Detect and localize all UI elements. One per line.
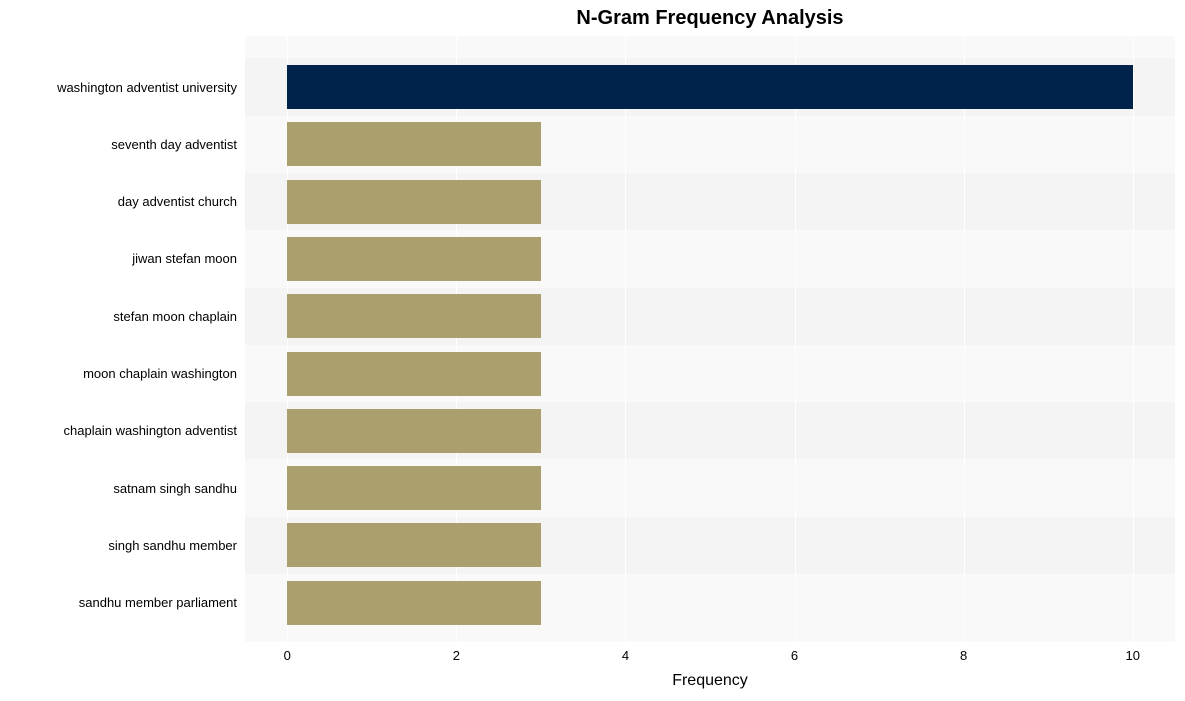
bar bbox=[287, 466, 541, 510]
bar bbox=[287, 523, 541, 567]
y-tick-label: washington adventist university bbox=[2, 80, 237, 95]
chart-title: N-Gram Frequency Analysis bbox=[245, 7, 1175, 30]
x-tick-label: 2 bbox=[453, 648, 460, 663]
gridline bbox=[795, 36, 796, 642]
y-tick-label: chaplain washington adventist bbox=[2, 423, 237, 438]
bar bbox=[287, 180, 541, 224]
x-tick-label: 4 bbox=[622, 648, 629, 663]
bar bbox=[287, 409, 541, 453]
ngram-frequency-chart: N-Gram Frequency Analysis washington adv… bbox=[0, 0, 1185, 701]
plot-area bbox=[245, 36, 1175, 642]
y-tick-label: sandhu member parliament bbox=[2, 595, 237, 610]
x-tick-label: 0 bbox=[284, 648, 291, 663]
x-axis-label: Frequency bbox=[245, 672, 1175, 690]
y-tick-label: jiwan stefan moon bbox=[2, 251, 237, 266]
y-tick-label: seventh day adventist bbox=[2, 137, 237, 152]
x-tick-label: 10 bbox=[1125, 648, 1139, 663]
bar bbox=[287, 122, 541, 166]
bar bbox=[287, 581, 541, 625]
y-tick-label: satnam singh sandhu bbox=[2, 481, 237, 496]
y-tick-label: stefan moon chaplain bbox=[2, 309, 237, 324]
y-tick-label: moon chaplain washington bbox=[2, 366, 237, 381]
x-tick-label: 8 bbox=[960, 648, 967, 663]
x-tick-label: 6 bbox=[791, 648, 798, 663]
bar bbox=[287, 65, 1132, 109]
bar bbox=[287, 294, 541, 338]
gridline bbox=[1133, 36, 1134, 642]
y-tick-label: day adventist church bbox=[2, 194, 237, 209]
gridline bbox=[964, 36, 965, 642]
bar bbox=[287, 352, 541, 396]
y-tick-label: singh sandhu member bbox=[2, 538, 237, 553]
gridline bbox=[625, 36, 626, 642]
bar bbox=[287, 237, 541, 281]
